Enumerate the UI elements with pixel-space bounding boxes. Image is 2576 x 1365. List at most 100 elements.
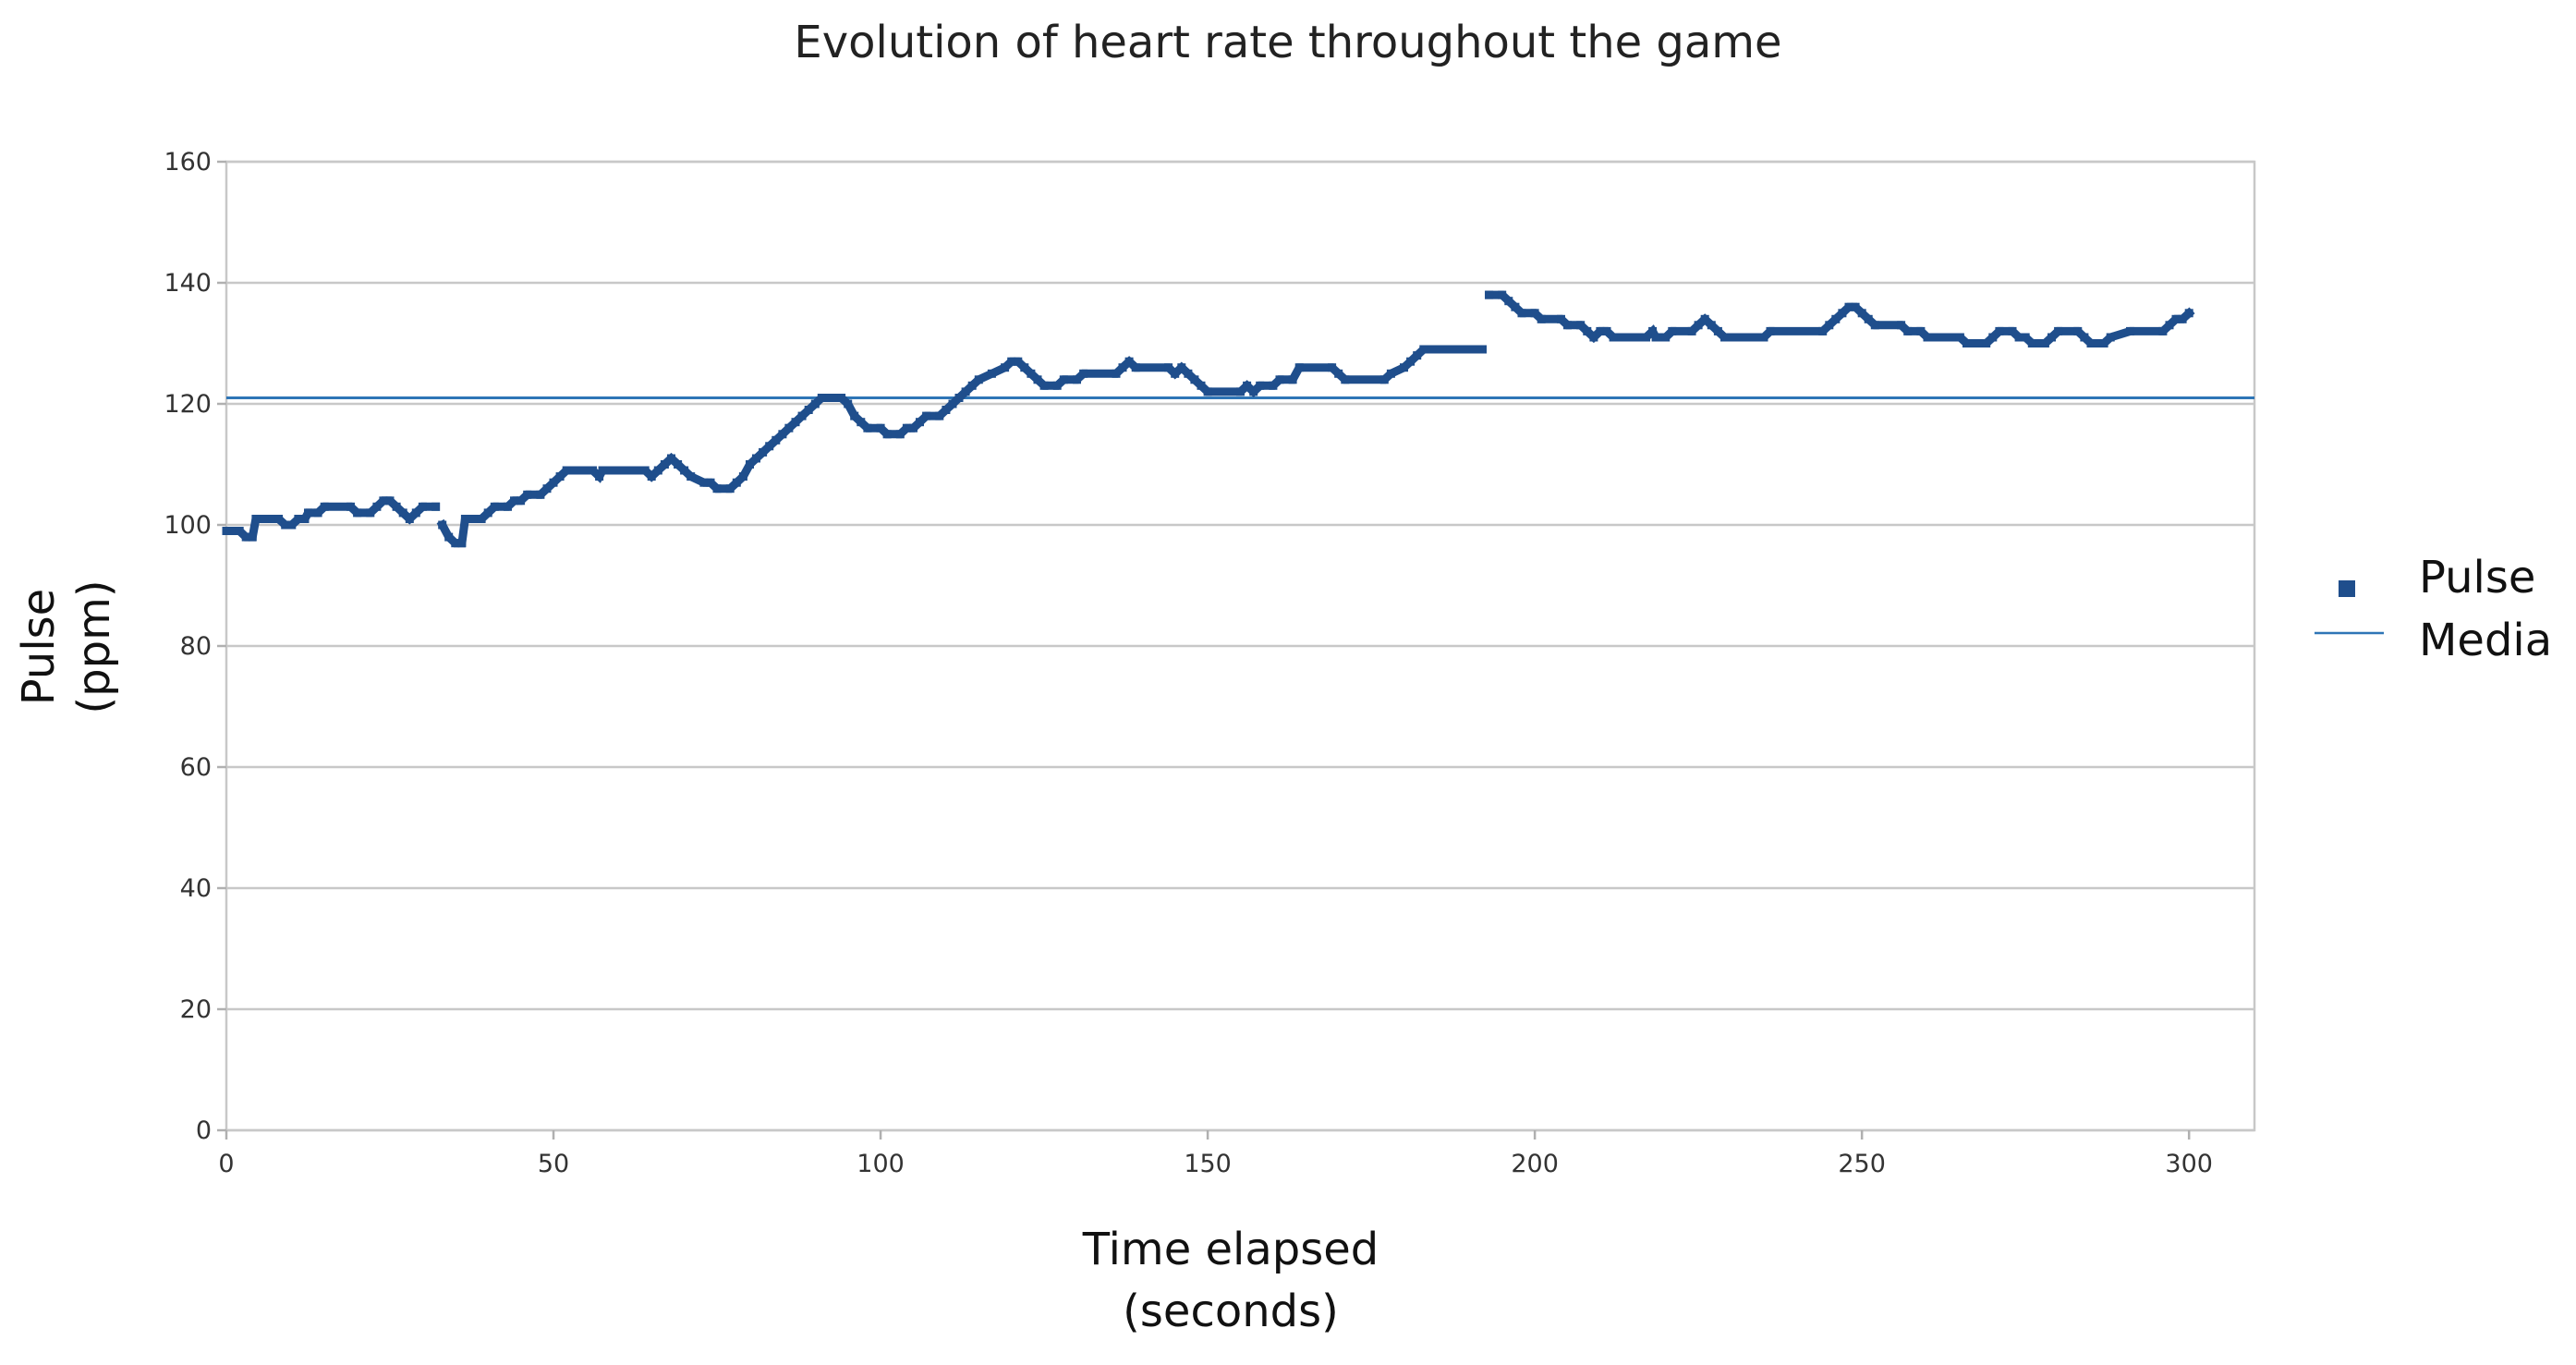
pulse-point bbox=[778, 430, 787, 439]
pulse-point bbox=[2184, 309, 2193, 318]
pulse-point bbox=[699, 478, 709, 487]
pulse-point bbox=[1249, 387, 1258, 396]
pulse-point bbox=[1903, 326, 1913, 335]
pulse-point bbox=[1294, 363, 1304, 372]
pulse-point bbox=[1687, 326, 1696, 335]
pulse-point bbox=[759, 447, 768, 457]
pulse-point bbox=[2171, 314, 2181, 323]
pulse-point bbox=[1864, 314, 1873, 323]
pulse-point bbox=[1341, 375, 1350, 384]
pulse-point bbox=[2027, 339, 2036, 347]
pulse-point bbox=[850, 411, 859, 420]
pulse-point bbox=[1831, 314, 1841, 323]
pulse-point bbox=[536, 490, 545, 499]
pulse-point bbox=[1955, 333, 1964, 342]
pulse-point bbox=[1557, 314, 1565, 323]
legend-label-media: Media bbox=[2419, 615, 2552, 666]
pulse-point bbox=[1759, 333, 1768, 342]
pulse-point bbox=[817, 394, 826, 402]
pulse-point bbox=[2178, 314, 2187, 323]
pulse-point bbox=[549, 478, 558, 487]
y-tick-label: 20 bbox=[180, 995, 212, 1024]
pulse-point bbox=[241, 532, 250, 542]
pulse-point bbox=[1243, 381, 1252, 390]
pulse-point bbox=[922, 411, 931, 420]
pulse-point bbox=[523, 490, 532, 499]
pulse-point bbox=[961, 387, 970, 396]
legend-item-media[interactable]: Media bbox=[2315, 615, 2552, 666]
pulse-point bbox=[483, 508, 492, 518]
pulse-point bbox=[379, 496, 388, 506]
pulse-point bbox=[732, 478, 741, 487]
pulse-point bbox=[1073, 375, 1081, 384]
pulse-point bbox=[1334, 369, 1343, 378]
pulse-point bbox=[542, 484, 552, 494]
pulse-point bbox=[752, 454, 760, 463]
pulse-point bbox=[954, 394, 964, 402]
pulse-point bbox=[1413, 351, 1422, 360]
pulse-point bbox=[2106, 333, 2115, 342]
pulse-point bbox=[1288, 375, 1297, 384]
pulse-point bbox=[274, 515, 284, 523]
pulse-point bbox=[1844, 302, 1853, 311]
pulse-point bbox=[1851, 302, 1860, 311]
pulse-point bbox=[1052, 381, 1062, 390]
pulse-point bbox=[1164, 363, 1173, 372]
pulse-point bbox=[1870, 321, 1879, 330]
pulse-trace-segment bbox=[436, 345, 1487, 548]
pulse-point bbox=[2021, 333, 2030, 342]
pulse-point bbox=[510, 496, 518, 506]
pulse-point bbox=[863, 423, 872, 433]
pulse-point bbox=[837, 394, 846, 402]
x-tick-label: 300 bbox=[2165, 1150, 2213, 1178]
pulse-point bbox=[1400, 363, 1408, 372]
x-tick-label: 100 bbox=[857, 1150, 905, 1178]
y-tick-label: 160 bbox=[164, 148, 212, 177]
y-tick-label: 40 bbox=[180, 874, 212, 903]
pulse-point bbox=[1020, 363, 1029, 372]
pulse-point bbox=[562, 466, 571, 475]
pulse-point bbox=[1916, 326, 1926, 335]
pulse-point bbox=[385, 496, 395, 506]
pulse-point bbox=[1014, 357, 1023, 366]
pulse-point bbox=[235, 527, 244, 535]
pulse-point bbox=[1563, 321, 1572, 330]
pulse-point bbox=[844, 399, 853, 408]
pulse-point bbox=[1517, 309, 1526, 318]
pulse-point bbox=[948, 399, 957, 408]
pulse-point bbox=[765, 442, 774, 451]
pulse-point bbox=[1602, 326, 1611, 335]
pulse-point bbox=[444, 532, 454, 542]
pulse-point bbox=[935, 411, 944, 420]
pulse-point bbox=[902, 423, 911, 433]
pulse-point bbox=[895, 430, 905, 439]
pulse-point bbox=[589, 466, 597, 475]
x-tick-label: 0 bbox=[218, 1150, 234, 1178]
pulse-point bbox=[366, 508, 375, 518]
pulse-point bbox=[882, 430, 892, 439]
pulse-point bbox=[1386, 369, 1395, 378]
pulse-point bbox=[2047, 333, 2056, 342]
pulse-point bbox=[1079, 369, 1088, 378]
pulse-point bbox=[411, 508, 420, 518]
pulse-point bbox=[1485, 290, 1494, 299]
y-axis-title: Pulse (ppm) bbox=[13, 579, 120, 713]
pulse-point bbox=[1982, 339, 1991, 347]
y-tick-label: 100 bbox=[164, 511, 212, 540]
pulse-point bbox=[1112, 369, 1121, 378]
pulse-point bbox=[1651, 333, 1660, 342]
pulse-point bbox=[1668, 326, 1677, 335]
legend-item-pulse[interactable]: Pulse bbox=[2339, 552, 2535, 603]
pulse-point bbox=[353, 508, 362, 518]
pulse-point bbox=[438, 520, 447, 530]
pulse-point bbox=[1857, 309, 1866, 318]
pulse-point bbox=[810, 399, 820, 408]
x-tick-label: 150 bbox=[1184, 1150, 1232, 1178]
pulse-point bbox=[647, 472, 656, 481]
pulse-point bbox=[595, 472, 604, 481]
pulse-point bbox=[2008, 326, 2017, 335]
pulse-point bbox=[942, 406, 951, 414]
pulse-point bbox=[1478, 345, 1487, 354]
pulse-point bbox=[1511, 302, 1520, 311]
